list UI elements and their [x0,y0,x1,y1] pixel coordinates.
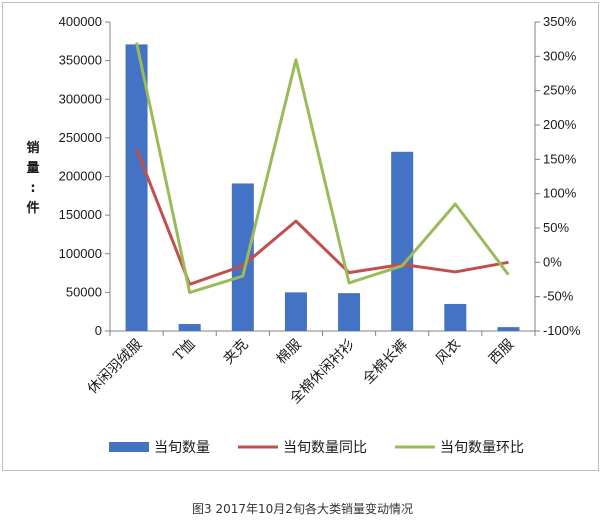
legend-label: 当旬数量环比 [440,440,524,456]
right-tick-label: 350% [543,14,577,29]
bar [391,151,414,331]
category-label: 夹克 [221,337,252,368]
right-tick-label: 0% [543,254,562,269]
left-tick-label: 300000 [59,91,102,106]
left-tick-label: 200000 [59,169,102,184]
legend-swatch-bar [109,442,149,452]
right-tick-label: 100% [543,186,577,201]
line-series-yoy [135,148,509,286]
left-tick-label: 50000 [66,284,102,299]
bar [497,327,520,331]
left-tick-label: 0 [95,323,102,338]
right-tick-label: -100% [543,323,581,338]
right-tick-label: -50% [543,289,574,304]
bar [231,183,254,331]
bar [178,324,201,331]
category-label: 休闲羽绒服 [85,337,146,398]
right-tick-label: 150% [543,151,577,166]
y-axis-label-char: 销 [26,140,39,156]
category-label: 棉服 [273,336,305,368]
chart-svg: 400000 350000 300000 250000 200000 150000 1000… [26,14,581,456]
category-label: 风衣 [433,337,464,368]
line-series-mom [135,42,510,295]
right-tick-label: 300% [543,48,577,63]
y-axis-label-char: : [30,181,35,196]
left-tick-label: 350000 [59,53,102,68]
right-tick-label: 50% [543,220,569,235]
left-tick-label: 100000 [59,246,102,261]
legend-label: 当旬数量 [154,440,210,456]
legend-label: 当旬数量同比 [283,440,367,456]
y-axis-label-char: 量 [26,161,39,176]
left-tick-label: 250000 [59,130,102,145]
category-label: T恤 [171,337,199,365]
bar [284,292,307,331]
category-label: 西服 [486,337,517,368]
right-tick-label: 250% [543,83,577,98]
left-tick-label: 400000 [59,14,102,29]
bar [338,293,361,331]
right-tick-label: 200% [543,117,577,132]
bar [125,44,148,332]
left-tick-label: 150000 [59,207,102,222]
bar [444,303,467,331]
category-label: 全棉长裤 [359,336,411,388]
chart-caption: 图3 2017年10月2旬各大类销量变动情况 [192,502,413,516]
y-axis-label-char: 件 [26,200,39,216]
